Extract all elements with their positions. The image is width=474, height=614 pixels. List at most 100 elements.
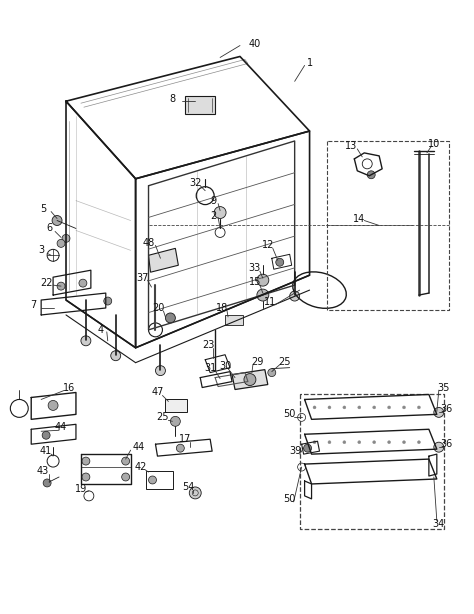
Text: 14: 14 (353, 214, 365, 223)
Circle shape (148, 476, 156, 484)
Text: 44: 44 (132, 442, 145, 452)
Text: 1: 1 (307, 58, 313, 68)
Text: 54: 54 (182, 482, 194, 492)
Circle shape (434, 442, 444, 452)
Text: 30: 30 (219, 360, 231, 371)
Circle shape (57, 239, 65, 247)
Circle shape (328, 406, 331, 409)
Circle shape (82, 457, 90, 465)
Text: 34: 34 (433, 519, 445, 529)
Text: 12: 12 (262, 240, 274, 251)
Polygon shape (232, 370, 268, 389)
Circle shape (373, 441, 376, 444)
Text: 35: 35 (438, 383, 450, 392)
Circle shape (257, 274, 269, 286)
Bar (146, 471, 173, 489)
Circle shape (388, 441, 391, 444)
Text: 22: 22 (40, 278, 52, 288)
Circle shape (43, 479, 51, 487)
Text: 40: 40 (249, 39, 261, 49)
Circle shape (402, 406, 405, 409)
Circle shape (42, 431, 50, 439)
Circle shape (313, 441, 316, 444)
Text: 10: 10 (428, 139, 440, 149)
Text: 13: 13 (345, 141, 357, 151)
Text: 42: 42 (135, 462, 147, 472)
Text: 43: 43 (37, 466, 49, 476)
Circle shape (81, 336, 91, 346)
Circle shape (79, 279, 87, 287)
Circle shape (388, 406, 391, 409)
Text: 50: 50 (283, 410, 296, 419)
Circle shape (358, 406, 361, 409)
Bar (225, 315, 243, 325)
Text: 36: 36 (441, 405, 453, 414)
Circle shape (214, 206, 226, 219)
Circle shape (358, 441, 361, 444)
Circle shape (418, 441, 420, 444)
Circle shape (373, 406, 376, 409)
Circle shape (418, 406, 420, 409)
Polygon shape (148, 248, 178, 272)
Text: 25: 25 (278, 357, 291, 367)
Text: 20: 20 (152, 303, 164, 313)
Text: 8: 8 (169, 94, 175, 104)
Text: 36: 36 (441, 439, 453, 449)
Circle shape (402, 441, 405, 444)
Circle shape (343, 441, 346, 444)
Circle shape (328, 441, 331, 444)
Circle shape (268, 368, 276, 376)
Text: 32: 32 (189, 177, 201, 188)
Text: 31: 31 (204, 363, 216, 373)
Text: 29: 29 (252, 357, 264, 367)
Text: 33: 33 (249, 263, 261, 273)
Text: 23: 23 (202, 340, 214, 350)
Text: 5: 5 (40, 204, 46, 214)
Circle shape (62, 235, 70, 243)
Circle shape (165, 313, 175, 323)
Text: 48: 48 (142, 238, 155, 249)
Circle shape (111, 351, 121, 360)
Circle shape (257, 289, 269, 301)
Text: 39: 39 (290, 446, 302, 456)
Text: 16: 16 (63, 383, 75, 392)
Text: 37: 37 (137, 273, 149, 283)
Circle shape (122, 457, 129, 465)
Circle shape (189, 487, 201, 499)
Text: 17: 17 (179, 434, 191, 444)
Circle shape (82, 473, 90, 481)
Circle shape (122, 473, 129, 481)
Circle shape (290, 291, 300, 301)
Text: 15: 15 (249, 277, 261, 287)
Circle shape (367, 171, 375, 179)
Bar (185, 96, 215, 114)
Text: 25: 25 (156, 413, 169, 422)
Text: 3: 3 (38, 246, 44, 255)
Circle shape (313, 406, 316, 409)
Text: 18: 18 (216, 303, 228, 313)
Text: 44: 44 (55, 422, 67, 432)
Text: 6: 6 (46, 223, 52, 233)
Text: 47: 47 (151, 387, 164, 397)
Circle shape (244, 373, 256, 386)
Text: 4: 4 (98, 325, 104, 335)
Circle shape (176, 444, 184, 452)
Text: 19: 19 (75, 484, 87, 494)
Circle shape (434, 408, 444, 418)
Circle shape (343, 406, 346, 409)
Circle shape (170, 416, 180, 426)
Text: 11: 11 (264, 297, 276, 307)
Text: 50: 50 (283, 494, 296, 504)
Circle shape (57, 282, 65, 290)
Circle shape (48, 400, 58, 410)
Circle shape (52, 216, 62, 225)
Circle shape (276, 258, 284, 266)
Text: 41: 41 (40, 446, 52, 456)
Text: 2: 2 (210, 211, 216, 220)
Circle shape (104, 297, 112, 305)
Text: 7: 7 (30, 300, 36, 310)
Text: 9: 9 (210, 196, 216, 206)
Bar (165, 400, 187, 413)
Circle shape (155, 366, 165, 376)
Circle shape (304, 444, 311, 452)
